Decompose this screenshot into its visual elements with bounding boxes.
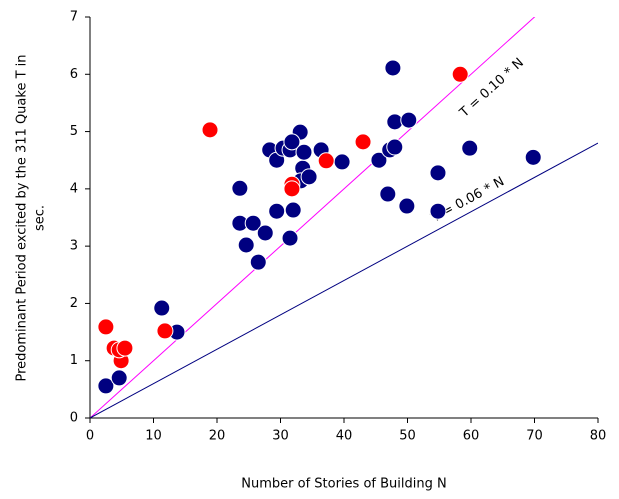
- point: [317, 152, 335, 170]
- point: [249, 253, 267, 271]
- point: [295, 143, 313, 161]
- point: [268, 202, 286, 220]
- point: [201, 121, 219, 139]
- plot-area: [90, 17, 598, 418]
- point: [231, 179, 249, 197]
- y-tick-label: 6: [70, 67, 78, 82]
- y-tick-label: 5: [70, 124, 78, 139]
- line-label: T = 0.10 * N: [456, 55, 527, 121]
- point: [281, 229, 299, 247]
- x-tick-label: 70: [526, 429, 543, 444]
- point: [451, 65, 469, 83]
- y-tick-label: 3: [70, 239, 78, 254]
- x-axis-label: Number of Stories of Building N: [241, 477, 446, 492]
- point: [300, 168, 318, 186]
- point: [461, 139, 479, 157]
- point: [524, 148, 542, 166]
- point: [370, 151, 388, 169]
- x-tick-label: 60: [463, 429, 480, 444]
- point: [400, 111, 418, 129]
- point: [384, 59, 402, 77]
- y-tick-label: 1: [70, 353, 78, 368]
- reference-line: [90, 142, 598, 418]
- x-tick-label: 40: [336, 429, 353, 444]
- point: [110, 369, 128, 387]
- point: [379, 185, 397, 203]
- y-tick-label: 0: [70, 411, 78, 426]
- point: [283, 180, 301, 198]
- x-tick-label: 30: [272, 429, 289, 444]
- point: [284, 201, 302, 219]
- point: [116, 339, 134, 357]
- x-tick-label: 0: [86, 429, 94, 444]
- point: [429, 164, 447, 182]
- y-tick-label: 7: [70, 10, 78, 25]
- point: [256, 224, 274, 242]
- point: [386, 113, 404, 131]
- y-tick-label: 2: [70, 296, 78, 311]
- point: [333, 153, 351, 171]
- y-tick-label: 4: [70, 181, 78, 196]
- y-axis-label: sec.: [33, 205, 48, 231]
- x-tick-label: 20: [209, 429, 226, 444]
- point: [386, 138, 404, 156]
- point: [237, 236, 255, 254]
- point: [97, 318, 115, 336]
- point: [398, 197, 416, 215]
- point: [153, 299, 171, 317]
- x-tick-label: 50: [399, 429, 416, 444]
- point: [97, 377, 115, 395]
- point: [244, 214, 262, 232]
- x-tick-label: 80: [590, 429, 607, 444]
- point: [156, 322, 174, 340]
- reference-line: [90, 17, 536, 418]
- point: [283, 133, 301, 151]
- x-tick-label: 10: [145, 429, 162, 444]
- y-axis-label: Predominant Period excited by the 311 Qu…: [15, 54, 30, 381]
- point: [354, 133, 372, 151]
- point: [429, 202, 447, 220]
